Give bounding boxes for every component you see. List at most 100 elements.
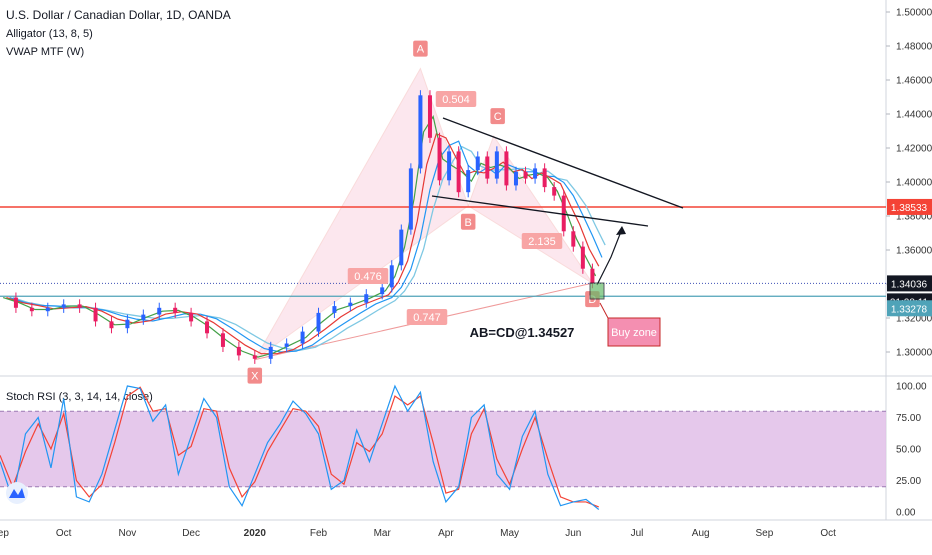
stoch-tick-label: 50.00	[896, 445, 921, 456]
candle-body	[252, 355, 257, 359]
price-tick-label: 1.50000	[896, 8, 932, 19]
candle-body	[418, 95, 423, 169]
candle-body	[109, 321, 114, 329]
candle-body	[332, 306, 337, 313]
price-tick-label: 1.32000	[896, 314, 932, 325]
harmonic-point-C: C	[494, 111, 502, 123]
time-tick-label: Nov	[119, 528, 137, 539]
symbol-title[interactable]: U.S. Dollar / Canadian Dollar, 1D, OANDA	[6, 8, 231, 22]
candle-body	[380, 287, 385, 295]
candle-body	[125, 319, 130, 329]
candle-body	[408, 168, 413, 230]
candle-body	[437, 137, 442, 181]
stoch-tick-label: 0.00	[896, 508, 916, 519]
tradingview-logo-bg	[6, 482, 28, 504]
stoch-k-line	[0, 384, 600, 510]
time-tick-label: Jun	[565, 528, 581, 539]
price-label-bg	[887, 300, 932, 317]
candle-body	[284, 343, 289, 347]
stoch-tick-label: 75.00	[896, 413, 921, 424]
candle-body	[533, 168, 538, 179]
fib-ratio-label: 0.747	[413, 312, 441, 324]
price-tick-label: 1.46000	[896, 76, 932, 87]
time-tick-label: Jul	[631, 528, 644, 539]
time-tick-label: Apr	[438, 528, 454, 539]
upper-trendline	[442, 117, 684, 209]
candle-body	[580, 246, 585, 269]
candle-body	[61, 304, 66, 308]
candle-body	[29, 307, 34, 312]
projection-arrow-head	[616, 226, 626, 235]
time-tick-label: Sep	[756, 528, 774, 539]
candle-body	[300, 331, 305, 344]
price-axis-label: 1.38533	[891, 203, 928, 214]
candle-body	[571, 231, 576, 247]
candle-body	[399, 229, 404, 266]
lower-trendline	[431, 195, 649, 227]
price-tick-label: 1.42000	[896, 144, 932, 155]
projection-arrow-line	[596, 228, 623, 286]
candle-body	[561, 195, 566, 232]
candle-body	[93, 307, 98, 322]
time-tick-label: Sep	[0, 528, 9, 539]
price-label-bg	[887, 275, 932, 292]
alligator-legend[interactable]: Alligator (13, 8, 5)	[6, 28, 93, 40]
vwap-legend[interactable]: VWAP MTF (W)	[6, 46, 85, 58]
candle-body	[268, 346, 273, 359]
time-tick-label: Oct	[56, 528, 72, 539]
candle-body	[475, 156, 480, 171]
candle-body	[13, 297, 18, 308]
fib-ratio-label: 0.504	[442, 94, 470, 106]
candle-body	[173, 307, 178, 313]
harmonic-point-B: B	[465, 217, 472, 229]
harmonic-point-A-bg	[413, 40, 428, 57]
candle-body	[513, 171, 518, 186]
price-tick-label: 1.40000	[896, 178, 932, 189]
harmonic-point-D: D	[588, 294, 596, 306]
candle-body	[157, 307, 162, 315]
price-tick-label: 1.44000	[896, 110, 932, 121]
time-tick-label: May	[500, 528, 519, 539]
candle-body	[236, 346, 241, 356]
price-tick-label: 1.48000	[896, 42, 932, 53]
alligator-lips-line	[3, 114, 597, 358]
buy-zone-box	[589, 282, 605, 300]
buy-zone-callout: Buy zone	[611, 327, 657, 339]
fib-ratio-label-bg	[347, 268, 389, 284]
harmonic-point-X-bg	[247, 367, 263, 384]
time-tick-label: Feb	[310, 528, 328, 539]
candle-body	[45, 307, 50, 312]
fib-ratio-label: 2.135	[528, 236, 556, 248]
price-label-bg	[887, 198, 932, 215]
stoch-overbought-oversold-band	[0, 411, 886, 487]
time-tick-label: Oct	[820, 528, 836, 539]
candle-body	[205, 321, 210, 334]
time-tick-label: Mar	[374, 528, 392, 539]
candle-body	[552, 187, 557, 196]
candle-body	[189, 312, 194, 322]
price-tick-label: 1.30000	[896, 348, 932, 359]
fib-ratio-label: 0.476	[354, 271, 382, 283]
fib-ratio-label-bg	[406, 309, 448, 325]
candle-body	[590, 268, 595, 284]
time-tick-label: Dec	[182, 528, 200, 539]
vwap-line	[12, 145, 606, 351]
candle-body	[523, 171, 528, 179]
candle-body	[542, 168, 547, 188]
candle-body	[494, 151, 499, 179]
stoch-d-line	[0, 386, 600, 508]
candle-body	[220, 333, 225, 347]
price-tick-label: 1.38000	[896, 212, 932, 223]
candle-body	[77, 304, 82, 308]
candle-body	[389, 265, 394, 288]
time-tick-label: 2020	[244, 528, 267, 539]
price-tick-label: 1.36000	[896, 246, 932, 257]
candle-body	[141, 314, 146, 320]
candle-body	[316, 312, 321, 332]
tradingview-logo-icon	[9, 488, 25, 498]
candle-body	[427, 95, 432, 138]
stoch-title: Stoch RSI (3, 3, 14, 14, close)	[6, 391, 153, 403]
harmonic-point-C-bg	[490, 108, 505, 125]
